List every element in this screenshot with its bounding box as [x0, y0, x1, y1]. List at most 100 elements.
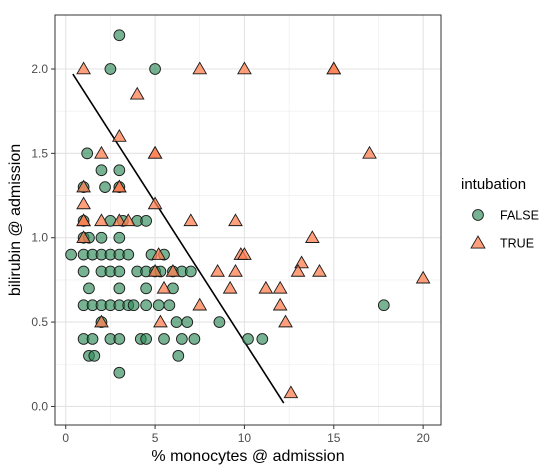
plot-border	[54, 14, 442, 426]
data-point-true	[147, 196, 163, 210]
data-point-true	[272, 297, 288, 311]
data-point-false	[213, 316, 226, 328]
data-point-false	[172, 349, 185, 362]
data-point-true	[165, 263, 181, 277]
data-point-true	[129, 86, 145, 100]
x-tick-label: 10	[238, 431, 252, 445]
data-point-true	[312, 263, 327, 277]
data-point-false	[140, 299, 152, 312]
data-point-false	[242, 333, 254, 345]
data-point-true	[94, 213, 109, 227]
data-point-true	[76, 230, 91, 243]
y-tick-label: 1.0	[31, 231, 48, 245]
data-point-false	[181, 316, 194, 328]
data-point-false	[152, 299, 165, 312]
data-points	[65, 29, 431, 399]
data-point-true	[304, 230, 320, 243]
data-point-true	[228, 213, 243, 227]
data-point-false	[122, 248, 135, 261]
data-point-false	[86, 333, 99, 345]
data-point-true	[237, 247, 252, 260]
data-point-true	[151, 247, 167, 260]
legend-label-true: TRUE	[500, 237, 534, 251]
data-point-false	[104, 63, 117, 75]
data-point-false	[170, 316, 183, 328]
data-point-false	[188, 333, 201, 345]
data-point-true	[120, 213, 136, 227]
data-point-true	[362, 145, 377, 159]
legend-label-false: FALSE	[500, 209, 539, 223]
x-tick-label: 5	[152, 431, 159, 445]
data-point-false	[140, 333, 152, 345]
data-point-false	[140, 282, 152, 295]
data-point-true	[76, 196, 91, 210]
data-point-false	[377, 299, 390, 312]
data-point-false	[113, 366, 126, 379]
data-point-false	[158, 333, 170, 345]
series-true	[76, 61, 431, 399]
data-point-true	[94, 314, 109, 328]
data-point-true	[76, 61, 91, 75]
data-point-false	[81, 147, 94, 160]
data-point-false	[77, 265, 90, 278]
y-tick-label: 0.5	[31, 315, 48, 329]
minor-gridlines	[55, 15, 441, 425]
data-point-false	[99, 181, 111, 193]
data-point-true	[415, 270, 431, 284]
data-point-false	[176, 333, 188, 345]
legend-entries: FALSE TRUE	[470, 209, 539, 251]
data-point-false	[113, 282, 126, 295]
data-point-false	[184, 265, 197, 278]
data-point-true	[111, 128, 127, 142]
y-tick-label: 1.5	[31, 146, 48, 160]
data-point-true	[76, 213, 91, 227]
data-point-false	[127, 299, 140, 312]
data-point-false	[140, 214, 152, 227]
data-point-false	[113, 333, 126, 345]
data-point-false	[149, 63, 161, 75]
data-point-false	[83, 282, 95, 295]
x-tick-label: 15	[327, 431, 341, 445]
data-point-true	[76, 179, 91, 193]
data-point-false	[113, 29, 126, 42]
x-axis-ticks: 0 5 10 15 20	[62, 425, 430, 445]
legend-key-false	[472, 209, 484, 221]
legend: intubation FALSE TRUE	[461, 176, 539, 251]
data-point-true	[147, 263, 163, 277]
data-point-false	[95, 231, 108, 244]
data-point-true	[94, 145, 109, 159]
data-point-true	[222, 280, 238, 294]
x-tick-label: 0	[62, 431, 69, 445]
data-point-false	[113, 164, 126, 177]
data-point-true	[147, 145, 163, 159]
data-point-true	[111, 213, 127, 227]
y-tick-label: 0.0	[31, 399, 48, 413]
legend-title: intubation	[461, 176, 526, 193]
legend-key-true	[470, 235, 486, 249]
data-point-true	[237, 61, 252, 75]
data-point-true	[156, 280, 172, 294]
data-point-true	[278, 314, 293, 328]
fitted-line	[72, 73, 285, 404]
data-point-true	[290, 263, 306, 277]
data-point-true	[272, 280, 288, 294]
data-point-true	[192, 61, 208, 75]
data-point-false	[113, 231, 126, 244]
data-point-true	[183, 213, 199, 227]
data-point-true	[283, 385, 299, 399]
x-tick-label: 20	[416, 431, 430, 445]
data-point-true	[192, 297, 208, 311]
data-point-true	[228, 263, 243, 277]
y-axis-title: bilirubin @ admission	[7, 144, 24, 296]
data-point-true	[210, 263, 226, 277]
data-point-true	[326, 61, 342, 75]
data-point-false	[113, 265, 126, 278]
data-point-false	[163, 299, 176, 312]
annotation-layer	[72, 73, 285, 404]
y-tick-label: 2.0	[31, 62, 48, 76]
data-point-false	[88, 349, 101, 362]
data-point-false	[65, 248, 77, 261]
data-point-false	[256, 333, 269, 345]
data-point-true	[111, 179, 127, 193]
